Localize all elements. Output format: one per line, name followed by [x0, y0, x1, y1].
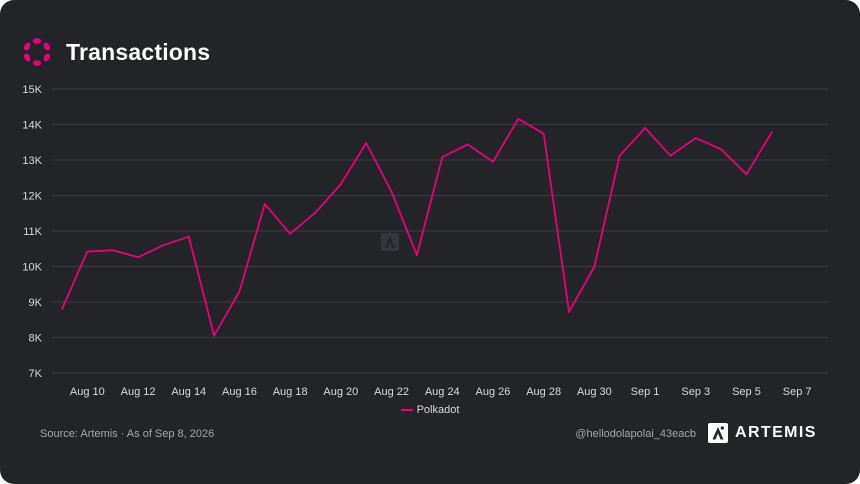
y-tick-label: 15K: [22, 84, 42, 96]
data-point: [517, 117, 520, 120]
data-point: [669, 154, 672, 157]
data-point: [289, 232, 292, 235]
data-point: [111, 249, 114, 252]
data-point: [365, 142, 368, 144]
data-point: [644, 127, 646, 129]
x-tick-label: Aug 22: [374, 386, 409, 398]
data-point: [745, 173, 748, 176]
legend-label: Polkadot: [416, 404, 460, 416]
data-point: [441, 156, 444, 159]
polkadot-logo-icon: [22, 37, 52, 67]
artemis-logo-icon: [708, 423, 728, 443]
data-point: [162, 244, 165, 247]
x-tick-label: Aug 14: [171, 386, 206, 398]
y-tick-label: 8K: [29, 333, 43, 345]
x-tick-label: Sep 5: [732, 386, 761, 398]
x-tick-label: Aug 28: [526, 386, 561, 398]
x-tick-label: Sep 7: [783, 386, 812, 398]
data-point: [593, 265, 596, 268]
data-point: [694, 137, 697, 139]
data-point: [86, 250, 89, 253]
x-tick-label: Aug 30: [577, 386, 612, 398]
y-tick-label: 11K: [23, 226, 42, 238]
x-tick-label: Aug 18: [273, 386, 308, 398]
artemis-brand: ARTEMIS: [708, 423, 817, 443]
chart-header: Transactions: [22, 36, 210, 68]
y-tick-label: 12K: [22, 191, 42, 203]
data-point: [618, 154, 621, 157]
y-tick-label: 9K: [29, 297, 43, 309]
data-point: [187, 235, 190, 238]
brand-name: ARTEMIS: [735, 424, 817, 441]
chart-legend: Polkadot: [0, 404, 860, 416]
series-line-polkadot: [61, 117, 773, 337]
data-point: [263, 203, 266, 205]
y-tick-label: 14K: [22, 120, 42, 132]
data-point: [492, 160, 494, 163]
artemis-watermark-icon: [381, 233, 399, 256]
data-point: [137, 256, 139, 259]
y-tick-label: 10K: [22, 262, 42, 274]
data-point: [466, 143, 469, 146]
x-tick-label: Aug 24: [425, 386, 460, 398]
data-point: [720, 148, 722, 151]
x-tick-label: Aug 16: [222, 386, 257, 398]
polkadot-logo-svg: [23, 38, 51, 66]
y-tick-label: 7K: [29, 368, 43, 380]
legend-swatch: [400, 409, 413, 411]
x-tick-label: Sep 1: [631, 386, 660, 398]
x-tick-label: Aug 12: [121, 386, 156, 398]
data-point: [213, 334, 216, 337]
chart-title: Transactions: [66, 38, 211, 65]
data-point: [339, 183, 342, 186]
data-point: [542, 132, 545, 135]
x-tick-label: Sep 3: [681, 386, 710, 398]
y-tick-label: 13K: [22, 155, 42, 167]
data-point: [568, 311, 570, 313]
x-tick-label: Aug 10: [70, 386, 105, 398]
data-point: [416, 254, 418, 257]
data-point: [390, 191, 393, 193]
data-point: [314, 211, 317, 214]
data-point: [61, 308, 63, 310]
source-note: Source: Artemis · As of Sep 8, 2026: [40, 428, 215, 440]
data-point: [770, 131, 773, 134]
x-tick-label: Aug 26: [476, 386, 511, 398]
x-tick-label: Aug 20: [323, 386, 358, 398]
data-point: [238, 290, 241, 293]
user-handle: @hellodolapolai_43eacb: [575, 428, 696, 440]
